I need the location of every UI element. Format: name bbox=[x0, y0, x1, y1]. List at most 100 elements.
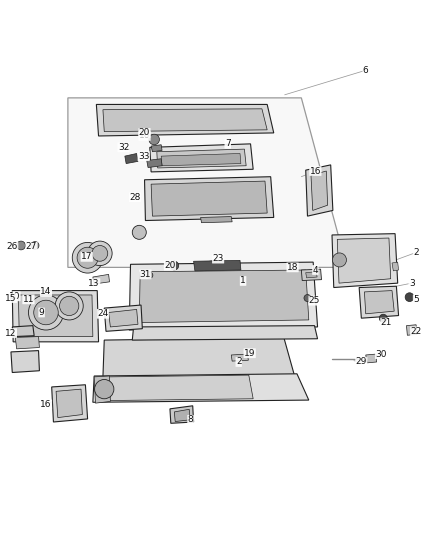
Circle shape bbox=[55, 292, 83, 320]
Text: 11: 11 bbox=[23, 295, 34, 304]
Text: 10: 10 bbox=[139, 132, 150, 141]
Text: 30: 30 bbox=[375, 350, 387, 359]
Text: 23: 23 bbox=[212, 254, 224, 263]
Text: 20: 20 bbox=[139, 128, 150, 138]
Circle shape bbox=[31, 241, 39, 249]
Polygon shape bbox=[366, 354, 377, 363]
Circle shape bbox=[147, 272, 153, 278]
Circle shape bbox=[132, 225, 146, 239]
Circle shape bbox=[17, 241, 25, 250]
Polygon shape bbox=[306, 272, 317, 278]
Polygon shape bbox=[109, 375, 253, 400]
Text: 13: 13 bbox=[88, 279, 100, 288]
Polygon shape bbox=[96, 104, 274, 136]
Text: 20: 20 bbox=[164, 261, 176, 270]
Polygon shape bbox=[161, 154, 241, 166]
Polygon shape bbox=[12, 326, 34, 336]
Text: 27: 27 bbox=[26, 243, 37, 251]
Polygon shape bbox=[151, 181, 267, 216]
Polygon shape bbox=[231, 354, 248, 361]
Circle shape bbox=[405, 293, 414, 302]
Text: 33: 33 bbox=[138, 151, 149, 160]
Polygon shape bbox=[104, 305, 142, 332]
Polygon shape bbox=[170, 406, 194, 423]
Text: 10: 10 bbox=[9, 292, 20, 301]
Polygon shape bbox=[337, 238, 391, 283]
Text: 9: 9 bbox=[39, 308, 45, 317]
Polygon shape bbox=[93, 274, 110, 284]
Text: 3: 3 bbox=[409, 279, 415, 288]
Polygon shape bbox=[194, 260, 241, 271]
Text: 17: 17 bbox=[81, 252, 92, 261]
Text: 16: 16 bbox=[310, 166, 321, 175]
Polygon shape bbox=[103, 109, 267, 132]
Polygon shape bbox=[18, 295, 93, 336]
Circle shape bbox=[304, 295, 311, 302]
Text: 4: 4 bbox=[313, 265, 318, 274]
Text: 32: 32 bbox=[118, 143, 129, 152]
Text: 15: 15 bbox=[5, 294, 17, 303]
Text: 31: 31 bbox=[140, 270, 151, 279]
Polygon shape bbox=[151, 145, 162, 152]
Text: 29: 29 bbox=[356, 358, 367, 367]
Polygon shape bbox=[311, 171, 328, 211]
Polygon shape bbox=[145, 177, 274, 221]
Circle shape bbox=[28, 295, 64, 330]
Polygon shape bbox=[94, 376, 110, 403]
Polygon shape bbox=[306, 165, 333, 216]
Circle shape bbox=[332, 253, 346, 267]
Circle shape bbox=[77, 247, 98, 268]
Circle shape bbox=[34, 300, 58, 325]
Polygon shape bbox=[150, 144, 253, 172]
Polygon shape bbox=[12, 290, 99, 342]
Polygon shape bbox=[109, 310, 138, 327]
Text: 16: 16 bbox=[40, 400, 52, 409]
Text: 8: 8 bbox=[187, 415, 194, 424]
Polygon shape bbox=[359, 286, 399, 318]
Text: 26: 26 bbox=[7, 243, 18, 251]
Circle shape bbox=[95, 379, 114, 399]
Text: 1: 1 bbox=[240, 277, 246, 286]
Text: 14: 14 bbox=[40, 287, 52, 296]
Text: 5: 5 bbox=[413, 295, 419, 304]
Polygon shape bbox=[392, 262, 399, 271]
Text: 25: 25 bbox=[309, 296, 320, 305]
Polygon shape bbox=[129, 262, 318, 330]
Polygon shape bbox=[174, 409, 190, 422]
Text: 18: 18 bbox=[287, 263, 298, 272]
Text: 28: 28 bbox=[129, 193, 141, 202]
Circle shape bbox=[88, 241, 112, 265]
Circle shape bbox=[72, 243, 103, 273]
Circle shape bbox=[379, 314, 387, 322]
Circle shape bbox=[149, 134, 159, 145]
Text: 2: 2 bbox=[413, 248, 419, 257]
Polygon shape bbox=[301, 269, 321, 280]
Text: 21: 21 bbox=[381, 318, 392, 327]
Circle shape bbox=[170, 261, 179, 270]
Polygon shape bbox=[93, 374, 309, 402]
Polygon shape bbox=[332, 233, 398, 287]
Polygon shape bbox=[406, 325, 417, 335]
Circle shape bbox=[60, 296, 79, 316]
Polygon shape bbox=[147, 159, 162, 167]
Text: 2: 2 bbox=[236, 358, 241, 367]
Polygon shape bbox=[139, 270, 309, 322]
Polygon shape bbox=[11, 351, 39, 373]
Polygon shape bbox=[157, 149, 246, 168]
Text: 19: 19 bbox=[244, 349, 255, 358]
Polygon shape bbox=[68, 98, 347, 268]
Polygon shape bbox=[15, 336, 39, 349]
Polygon shape bbox=[52, 385, 88, 422]
Polygon shape bbox=[103, 337, 294, 377]
Polygon shape bbox=[364, 290, 394, 314]
Text: 22: 22 bbox=[410, 327, 422, 336]
Text: 7: 7 bbox=[225, 139, 231, 148]
Circle shape bbox=[92, 246, 108, 261]
Text: 12: 12 bbox=[5, 328, 17, 337]
Polygon shape bbox=[132, 326, 318, 340]
Text: 6: 6 bbox=[363, 66, 369, 75]
Polygon shape bbox=[125, 154, 138, 164]
Text: 24: 24 bbox=[97, 309, 109, 318]
Polygon shape bbox=[201, 216, 232, 223]
Polygon shape bbox=[56, 389, 82, 418]
